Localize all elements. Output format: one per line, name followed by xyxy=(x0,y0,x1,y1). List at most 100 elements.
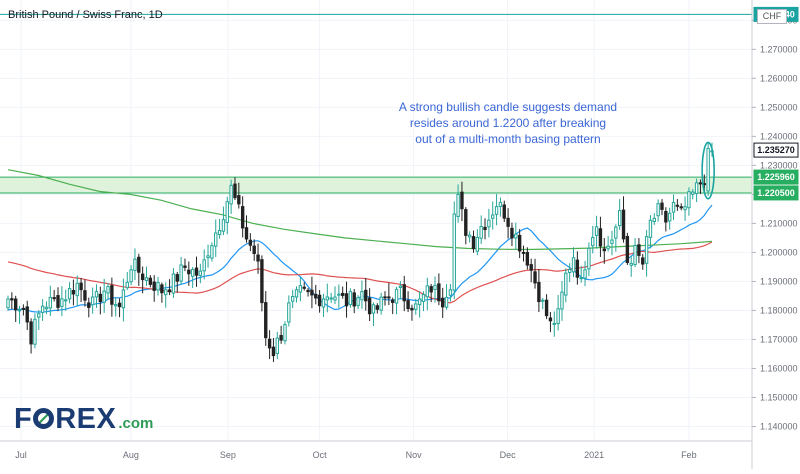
candle xyxy=(279,325,283,344)
candle-body xyxy=(591,237,595,247)
candle-body xyxy=(214,232,218,247)
candle xyxy=(437,273,441,306)
logo-text-start: F xyxy=(14,403,33,435)
candle-body xyxy=(37,313,41,318)
candle xyxy=(29,318,33,354)
demand-zone xyxy=(0,177,752,193)
price-label-box xyxy=(753,142,799,158)
candle xyxy=(210,242,214,262)
candle-body xyxy=(514,233,518,239)
candle xyxy=(148,275,153,288)
candle xyxy=(256,243,260,274)
candle xyxy=(517,229,522,259)
candle-body xyxy=(298,285,303,293)
candle-body xyxy=(594,226,599,236)
candle-body xyxy=(625,235,630,263)
candle-body xyxy=(498,201,503,207)
price-label-box xyxy=(753,185,799,201)
candle xyxy=(698,179,703,194)
candle-body xyxy=(148,277,153,285)
candle-body xyxy=(202,259,206,272)
candle-body xyxy=(456,193,460,217)
candle-body xyxy=(87,302,91,308)
candle xyxy=(217,218,222,239)
candle-body xyxy=(348,291,353,306)
candle-body xyxy=(575,259,580,278)
candle-body xyxy=(644,236,649,264)
y-tick-label: 1.200000 xyxy=(760,247,798,257)
candle-body xyxy=(421,294,426,302)
logo-suffix: .com xyxy=(118,415,154,432)
candle xyxy=(25,300,29,331)
candle-body xyxy=(479,226,483,239)
candle-body xyxy=(356,297,360,306)
candle-body xyxy=(283,324,287,342)
x-tick-label: Sep xyxy=(220,450,236,460)
candle-body xyxy=(137,256,141,273)
candle-body xyxy=(194,267,199,276)
candle-body xyxy=(321,298,326,308)
candle-body xyxy=(260,259,264,304)
candle xyxy=(352,289,356,314)
candle xyxy=(121,278,126,322)
candle-body xyxy=(75,282,79,297)
candle xyxy=(598,216,603,257)
grid xyxy=(0,0,752,441)
candle xyxy=(229,179,233,214)
forex-logo: F REX .com xyxy=(14,403,153,436)
candle-body xyxy=(417,298,422,306)
candle xyxy=(333,286,337,304)
candle-body xyxy=(560,291,564,310)
y-tick-label: 1.160000 xyxy=(760,363,798,373)
candle xyxy=(298,277,303,302)
candle xyxy=(464,207,468,245)
x-tick-label: Dec xyxy=(500,450,517,460)
candle xyxy=(633,238,637,268)
candle xyxy=(52,289,56,302)
candle xyxy=(625,232,630,265)
candle xyxy=(90,287,95,314)
candle-body xyxy=(333,296,337,301)
candle-body xyxy=(614,226,618,239)
candlestick-series xyxy=(6,142,714,363)
candle xyxy=(706,142,710,196)
candle-body xyxy=(337,293,341,296)
candle xyxy=(383,291,387,306)
candle xyxy=(325,283,329,313)
candle-body xyxy=(483,226,487,231)
candle-body xyxy=(452,213,456,291)
candle-body xyxy=(156,281,160,291)
candle-body xyxy=(125,281,129,289)
candle-body xyxy=(121,289,126,309)
candle xyxy=(317,289,322,313)
candle-body xyxy=(129,269,133,283)
candle xyxy=(621,196,626,243)
candle xyxy=(175,271,179,293)
candle-body xyxy=(90,296,95,306)
candle-body xyxy=(606,245,610,250)
candle xyxy=(479,215,483,245)
candle xyxy=(406,291,410,313)
candle-body xyxy=(437,283,441,302)
candle-body xyxy=(564,272,568,296)
candle xyxy=(290,289,295,309)
candle xyxy=(106,282,110,300)
currency-badge[interactable]: CHF xyxy=(757,9,787,24)
candle xyxy=(637,238,641,264)
candle-body xyxy=(144,277,149,281)
candle xyxy=(302,282,306,291)
ma_fast-line xyxy=(7,204,713,313)
candle xyxy=(510,222,514,247)
candle-body xyxy=(602,248,606,252)
candle-body xyxy=(383,296,387,299)
candle-body xyxy=(464,209,468,236)
candle-body xyxy=(425,285,430,298)
candle-body xyxy=(133,258,137,271)
candle-body xyxy=(617,210,622,227)
candle xyxy=(644,230,649,277)
candle xyxy=(48,285,53,316)
candle xyxy=(314,284,318,305)
